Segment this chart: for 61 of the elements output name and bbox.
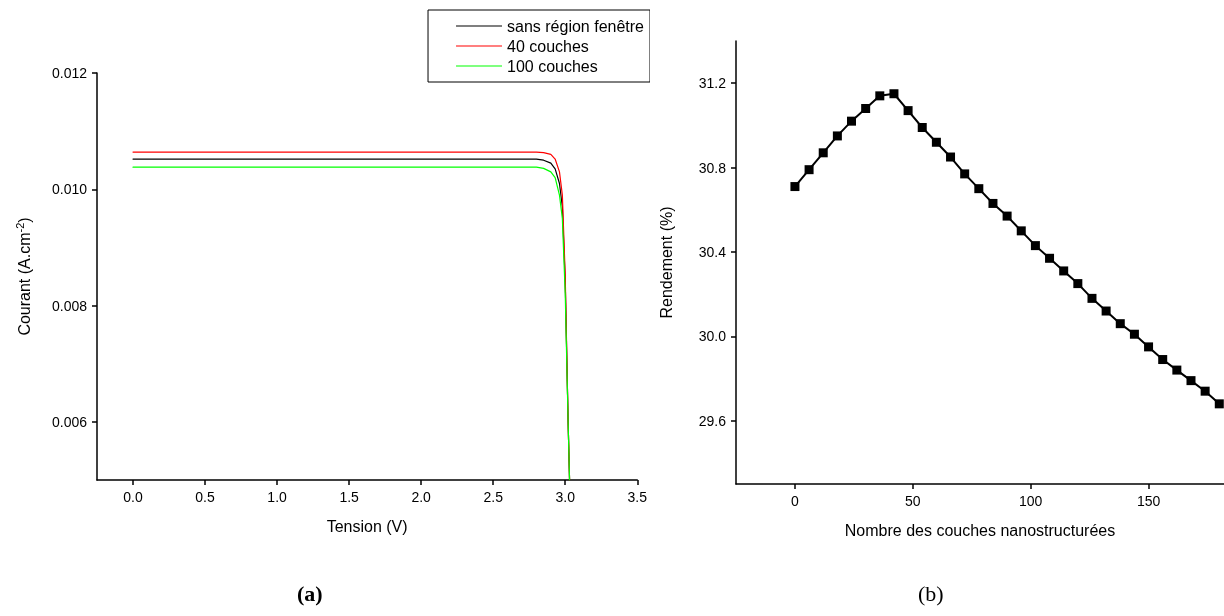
x-tick-label: 1.0 xyxy=(267,489,288,505)
legend-label: 40 couches xyxy=(507,37,589,55)
x-tick-label: 3.0 xyxy=(555,489,576,505)
y-tick-label: 30.0 xyxy=(698,328,727,345)
x-tick-label: 150 xyxy=(1136,493,1161,509)
point xyxy=(960,169,970,179)
point xyxy=(1002,211,1012,221)
point xyxy=(832,131,842,141)
point xyxy=(974,184,984,194)
point xyxy=(1030,241,1040,251)
x-tick-label: 1.5 xyxy=(339,489,360,505)
point xyxy=(1158,355,1168,365)
legend-label: 100 couches xyxy=(507,57,598,75)
point xyxy=(903,106,913,116)
x-tick-label: 0.5 xyxy=(195,489,215,505)
x-tick-label: 50 xyxy=(905,493,921,509)
x-axis-title: Tension (V) xyxy=(326,517,408,535)
x-axis-title: Nombre des couches nanostructurées xyxy=(844,521,1116,539)
y-tick-label: 0.008 xyxy=(51,297,88,314)
x-tick-label: 0.0 xyxy=(123,489,143,505)
point xyxy=(1172,365,1182,375)
x-tick-label: 100 xyxy=(1019,493,1043,509)
x-tick-label: 0 xyxy=(791,493,800,509)
point xyxy=(804,165,814,175)
point xyxy=(1129,329,1139,339)
y-tick-label: 29.6 xyxy=(698,412,727,429)
y-tick-label: 30.8 xyxy=(698,159,727,176)
point xyxy=(847,116,857,126)
y-tick-label: 30.4 xyxy=(698,243,727,260)
text: (b) xyxy=(918,580,944,606)
point xyxy=(931,137,941,147)
x-tick-label: 2.0 xyxy=(411,489,432,505)
y-tick-label: 0.012 xyxy=(51,65,88,81)
y-tick-label: 0.010 xyxy=(51,181,88,198)
point xyxy=(1059,266,1069,276)
point xyxy=(946,152,956,162)
x-tick-label: 3.5 xyxy=(627,489,648,505)
point xyxy=(988,198,998,208)
point xyxy=(1101,306,1111,316)
point xyxy=(818,148,828,158)
point xyxy=(1073,279,1083,289)
point xyxy=(1045,253,1055,263)
point xyxy=(1115,319,1125,329)
legend-label: sans région fenêtre xyxy=(507,17,645,35)
point xyxy=(1016,226,1026,236)
point xyxy=(1087,293,1097,303)
point xyxy=(1144,342,1154,352)
y-axis-title: Rendement (%) xyxy=(657,206,675,319)
point xyxy=(889,89,899,99)
text: (a) xyxy=(297,580,323,606)
point xyxy=(1186,376,1196,386)
point xyxy=(875,91,885,101)
point xyxy=(1200,386,1210,396)
point xyxy=(790,182,800,192)
x-tick-label: 2.5 xyxy=(483,489,504,505)
point xyxy=(917,122,927,132)
y-axis-title: Courant (A.cm-2) xyxy=(13,217,33,336)
point xyxy=(861,104,871,113)
y-tick-label: 31.2 xyxy=(698,75,727,92)
point xyxy=(1214,399,1224,409)
y-tick-label: 0.006 xyxy=(51,413,88,430)
